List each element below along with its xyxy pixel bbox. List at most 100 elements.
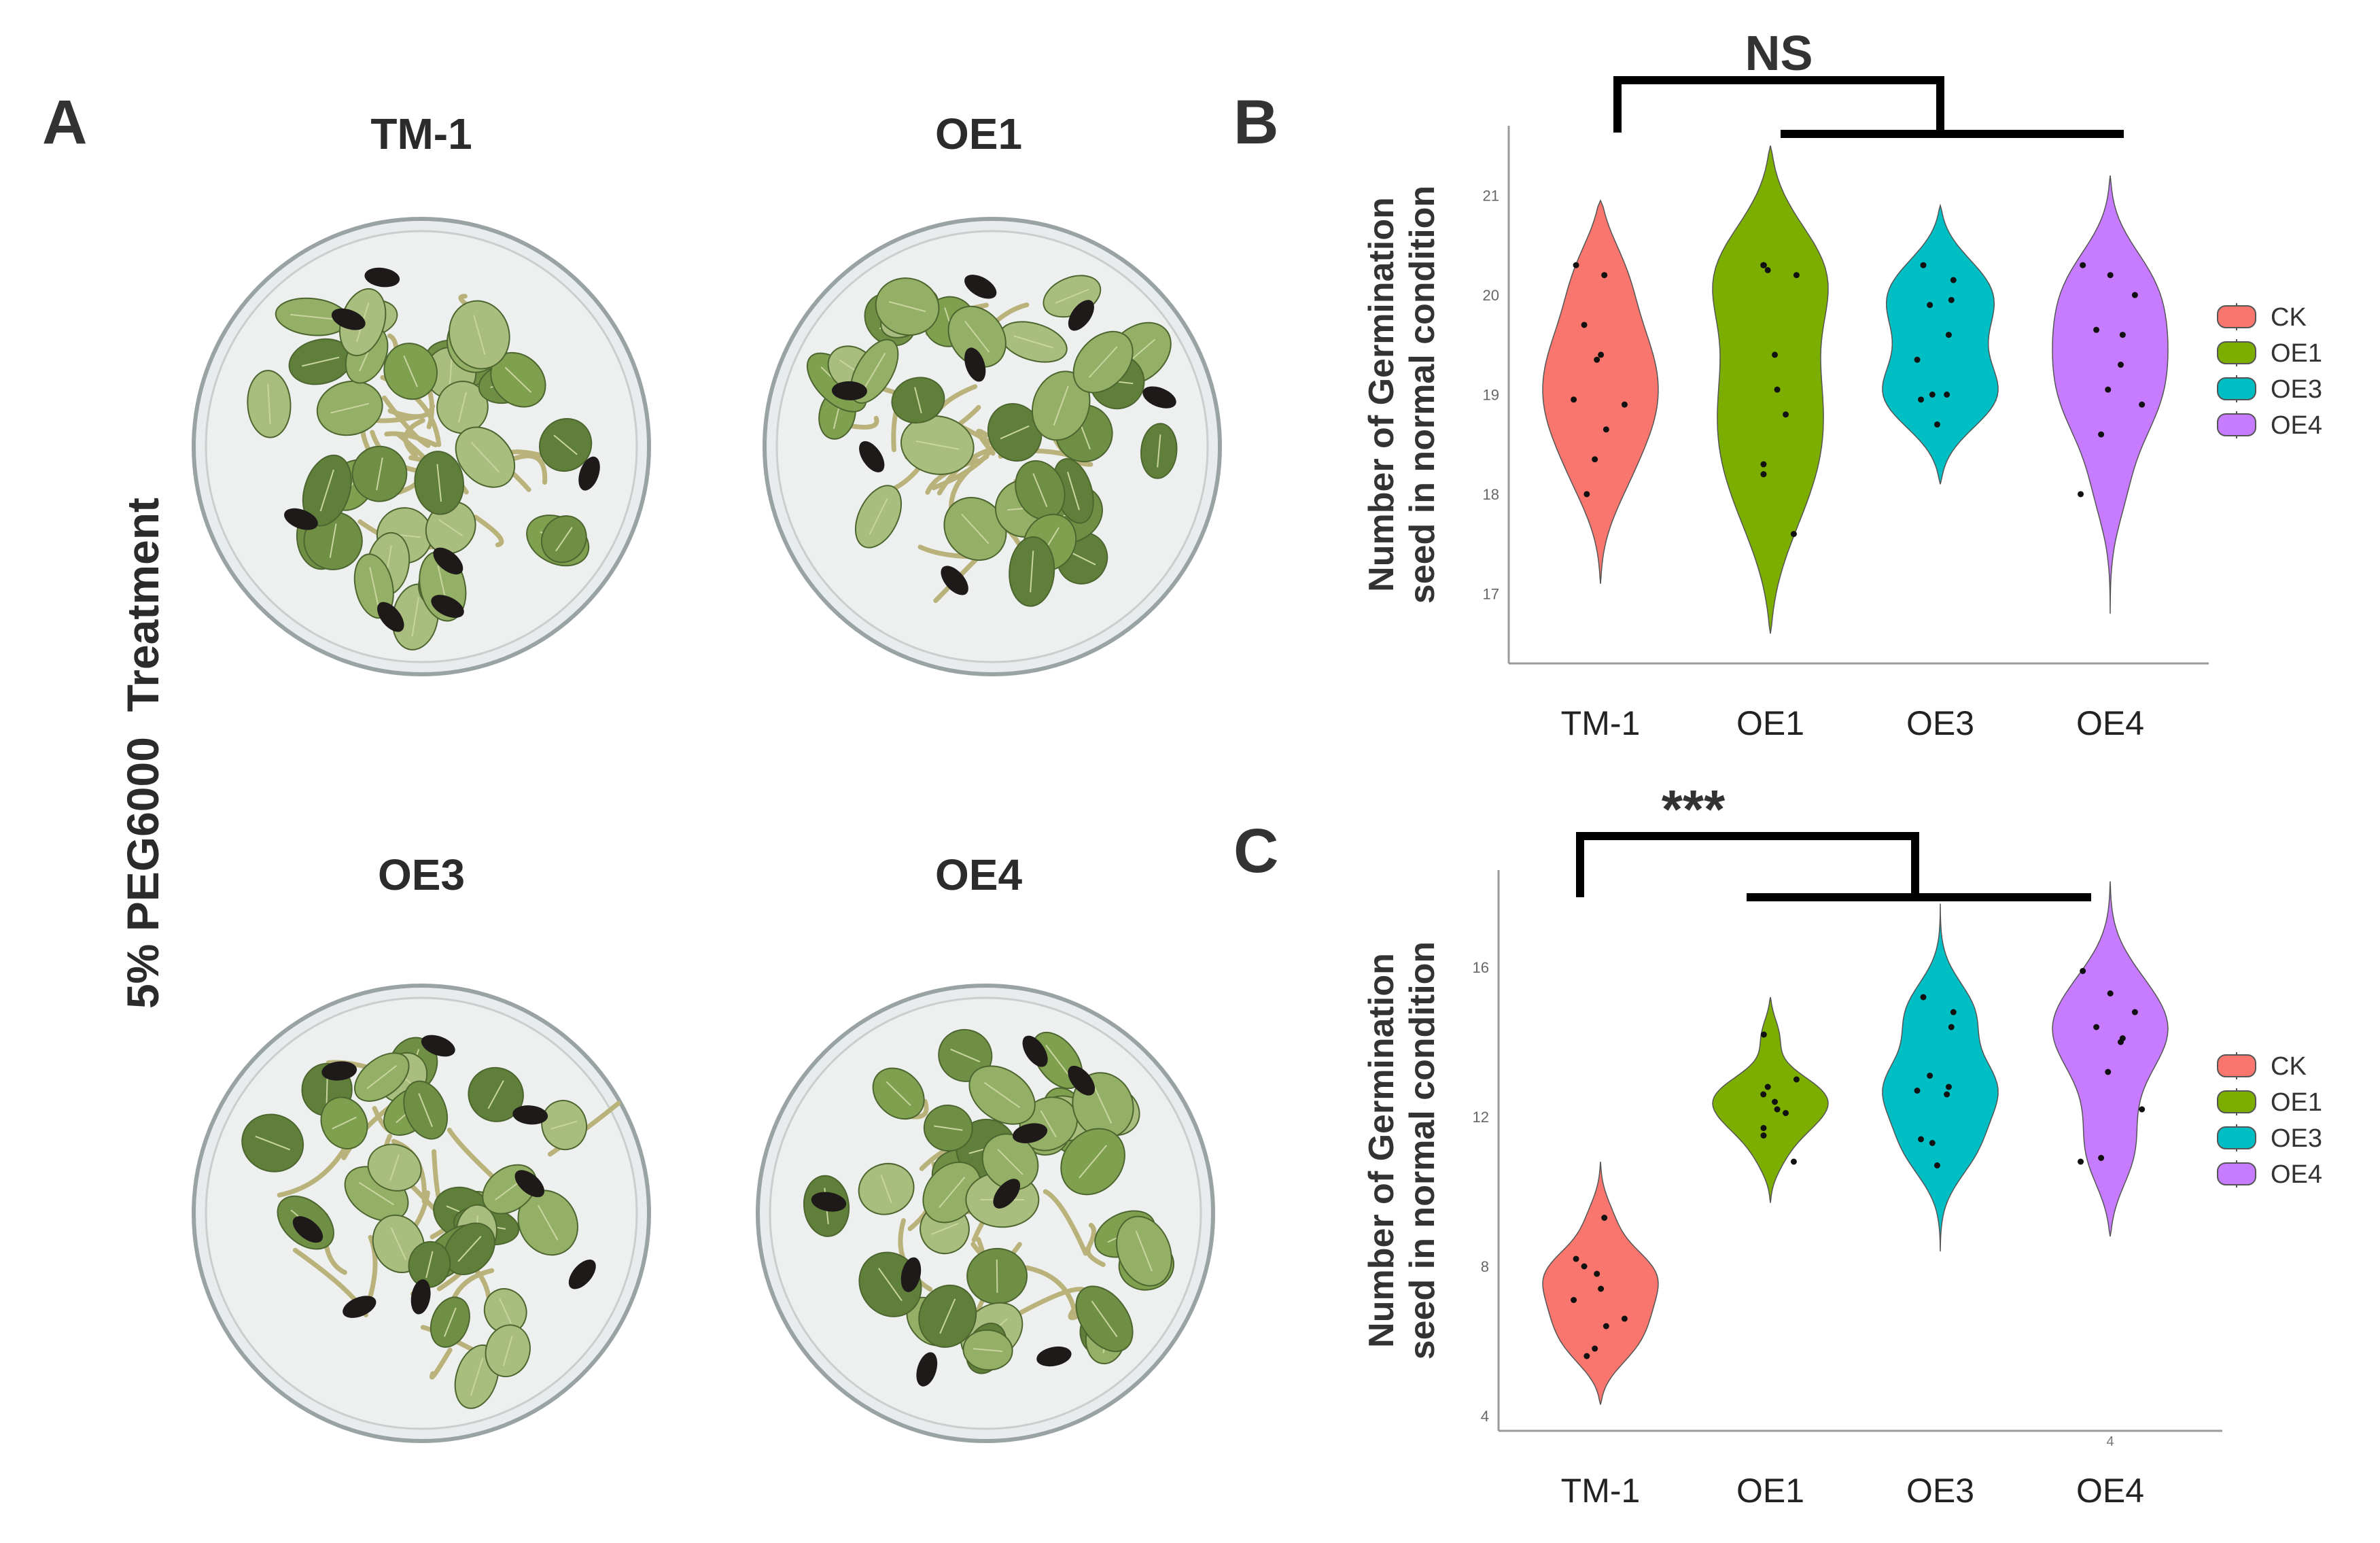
violin-oe1 <box>1712 996 1829 1203</box>
data-point <box>1914 1088 1921 1094</box>
dish-label-oe1: OE1 <box>934 109 1023 158</box>
data-point <box>1793 272 1800 279</box>
data-point <box>2117 1039 2124 1045</box>
legend-swatch-oe1 <box>2217 1090 2256 1113</box>
dish-label-oe3: OE3 <box>377 850 466 899</box>
data-point <box>1760 471 1767 478</box>
data-point <box>1592 456 1598 463</box>
legend-swatch-oe4 <box>2217 1162 2256 1185</box>
data-point <box>1583 491 1590 498</box>
data-point <box>1760 1125 1767 1131</box>
data-point <box>2080 968 2086 974</box>
data-point <box>2107 272 2114 279</box>
data-point <box>2107 990 2114 996</box>
data-point <box>1583 1353 1590 1359</box>
data-point <box>2105 386 2112 393</box>
y-tick-label: 8 <box>1481 1258 1489 1275</box>
legend-swatch-oe3 <box>2217 1126 2256 1149</box>
legend-swatch-ck <box>2217 305 2256 328</box>
x-tick-label: TM-1 <box>1561 1472 1641 1510</box>
data-point <box>1950 277 1957 283</box>
x-tick-label: OE4 <box>2076 704 2144 742</box>
data-point <box>1933 421 1940 428</box>
data-point <box>2078 1158 2084 1165</box>
data-point <box>1598 351 1605 358</box>
data-point <box>1790 531 1797 538</box>
data-point <box>2119 332 2126 339</box>
data-point <box>1760 461 1767 468</box>
axis-note: 4 <box>2106 1434 2114 1449</box>
data-point <box>1592 1345 1598 1352</box>
violin-chart-b: 17 18 19 20 21 Number of Germinationseed in n… <box>1362 27 2322 742</box>
data-point <box>1948 296 1955 303</box>
data-point <box>1918 1136 1925 1143</box>
data-point <box>1927 1073 1933 1079</box>
legend-label-oe4: OE4 <box>2271 1160 2322 1189</box>
data-point <box>1621 1315 1628 1322</box>
treatment-side-label: 5% PEG6000 Treatment <box>118 497 168 1009</box>
y-axis-label: Number of Germinationseed in normal cond… <box>1362 941 1442 1359</box>
data-point <box>1774 1106 1781 1113</box>
x-tick-label: OE3 <box>1906 1472 1974 1510</box>
data-point <box>1929 1140 1936 1146</box>
data-point <box>1772 351 1779 358</box>
data-point <box>1603 426 1609 433</box>
data-point <box>1571 396 1577 403</box>
y-axis-label: Number of Germinationseed in normal cond… <box>1362 186 1442 604</box>
data-point <box>1581 322 1588 328</box>
violin-oe4 <box>2052 881 2169 1237</box>
petri-dish-tm1 <box>192 217 651 676</box>
petri-dish-oe4 <box>756 984 1215 1443</box>
data-point <box>2093 326 2100 333</box>
panel-a-letter: A <box>42 88 88 157</box>
y-tick-label: 17 <box>1483 585 1499 602</box>
legend-swatch-oe4 <box>2217 413 2256 436</box>
legend-swatch-oe3 <box>2217 377 2256 400</box>
data-point <box>1783 1110 1789 1116</box>
data-point <box>1571 1297 1577 1303</box>
data-point <box>1594 1270 1600 1277</box>
legend-label-oe4: OE4 <box>2271 411 2322 440</box>
y-tick-label: 21 <box>1483 188 1499 205</box>
legend-label-oe3: OE3 <box>2271 1124 2322 1153</box>
violin-oe4 <box>2052 175 2169 614</box>
data-point <box>1573 262 1579 268</box>
violin-oe3 <box>1882 903 1999 1252</box>
legend-label-oe1: OE1 <box>2271 1088 2322 1117</box>
violin-ck <box>1542 1161 1659 1405</box>
data-point <box>1764 266 1771 273</box>
data-point <box>1760 1091 1767 1098</box>
panel-b-letter: B <box>1233 88 1279 157</box>
data-point <box>1945 332 1952 339</box>
data-point <box>1760 1031 1767 1038</box>
data-point <box>1760 1132 1767 1139</box>
data-point <box>1774 386 1781 393</box>
legend-swatch-oe1 <box>2217 341 2256 364</box>
legend-label-oe3: OE3 <box>2271 375 2322 404</box>
data-point <box>1603 1323 1609 1330</box>
data-point <box>1598 1285 1605 1292</box>
y-tick-label: 4 <box>1481 1408 1489 1425</box>
data-point <box>2139 1106 2146 1113</box>
data-point <box>2093 1024 2100 1030</box>
significance-label: NS <box>1745 27 1813 81</box>
data-point <box>1793 1076 1800 1083</box>
data-point <box>2078 491 2084 498</box>
x-tick-label: TM-1 <box>1561 704 1641 742</box>
data-point <box>2139 401 2146 408</box>
x-tick-label: OE1 <box>1736 704 1804 742</box>
data-point <box>1581 1263 1588 1270</box>
y-tick-label: 16 <box>1473 959 1489 976</box>
petri-dish-oe3 <box>192 984 651 1443</box>
data-point <box>1948 1024 1955 1030</box>
significance-bracket <box>1613 76 1944 134</box>
y-tick-label: 20 <box>1483 287 1499 304</box>
data-point <box>1760 262 1767 268</box>
legend-label-ck: CK <box>2271 303 2307 332</box>
significance-label: *** <box>1662 782 1726 839</box>
y-tick-label: 19 <box>1483 387 1499 404</box>
y-tick-label: 12 <box>1473 1109 1489 1126</box>
data-point <box>2131 292 2138 298</box>
dish-label-tm1: TM-1 <box>370 109 472 158</box>
data-point <box>2131 1009 2138 1016</box>
